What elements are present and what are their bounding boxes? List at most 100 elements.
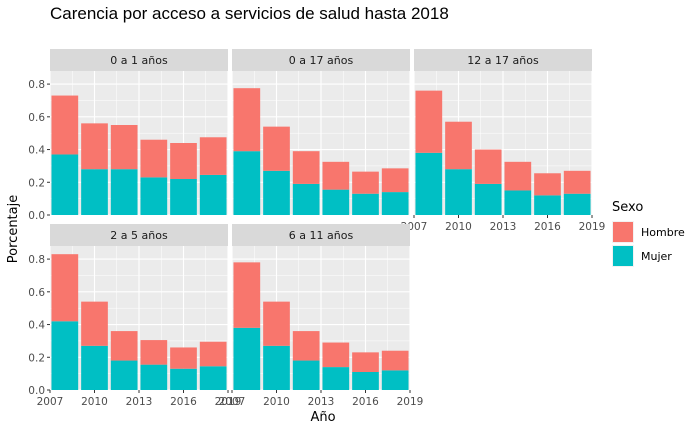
y-tick-label: 0.6 <box>28 287 45 299</box>
bar-hombre <box>352 352 379 372</box>
x-tick-label: 2010 <box>81 396 108 408</box>
facet-panel: 0 a 17 años <box>231 49 411 216</box>
bar-mujer <box>233 327 261 390</box>
bar-mujer <box>51 321 79 390</box>
bar-hombre <box>474 149 502 184</box>
legend: Sexo Hombre Mujer <box>612 200 685 267</box>
x-tick-label: 2016 <box>170 396 197 408</box>
legend-title: Sexo <box>612 200 643 215</box>
x-tick-label: 2019 <box>215 396 242 408</box>
bar-hombre <box>170 143 197 179</box>
y-tick-label: 0.6 <box>28 112 45 124</box>
bar-mujer <box>51 154 79 215</box>
bar-hombre <box>292 331 320 361</box>
facet-strip-label: 12 a 17 años <box>467 54 539 67</box>
bar-hombre <box>352 171 379 194</box>
bar-hombre <box>51 254 79 322</box>
facet-strip <box>50 224 228 246</box>
bar-hombre <box>51 95 79 155</box>
x-tick-label: 2010 <box>263 396 290 408</box>
bar-hombre <box>199 341 227 367</box>
bar-mujer <box>170 368 197 390</box>
bar-hombre <box>140 340 168 365</box>
bar-hombre <box>322 342 350 368</box>
y-tick-label: 0.2 <box>28 352 45 364</box>
y-tick-label: 0.8 <box>28 254 45 266</box>
bar-mujer <box>445 169 472 215</box>
facet-strip-label: 0 a 1 años <box>110 54 168 67</box>
bar-mujer <box>81 345 108 390</box>
y-tick-label: 0.2 <box>28 177 45 189</box>
legend-label: Hombre <box>641 226 685 239</box>
bar-mujer <box>504 190 532 215</box>
bar-mujer <box>381 370 409 390</box>
y-tick-label: 0.0 <box>28 385 45 397</box>
bar-hombre <box>170 347 197 369</box>
x-axis-title: Año <box>310 410 335 425</box>
legend-swatch <box>613 246 633 266</box>
bar-mujer <box>110 360 138 390</box>
x-tick-label: 2013 <box>126 396 153 408</box>
bar-mujer <box>81 169 108 215</box>
bar-hombre <box>110 125 138 170</box>
bar-hombre <box>381 168 409 193</box>
facet-strip-label: 0 a 17 años <box>289 54 354 67</box>
bar-mujer <box>352 193 379 215</box>
bar-mujer <box>292 360 320 390</box>
y-tick-label: 0.4 <box>28 320 45 332</box>
bar-mujer <box>140 177 168 215</box>
facet-strip-label: 6 a 11 años <box>289 229 354 242</box>
bar-hombre <box>292 151 320 184</box>
chart-title: Carencia por acceso a servicios de salud… <box>50 4 449 23</box>
bar-mujer <box>140 364 168 390</box>
x-tick-label: 2019 <box>579 221 606 233</box>
legend-swatch <box>613 222 633 242</box>
bar-mujer <box>199 174 227 215</box>
bar-hombre <box>233 88 261 152</box>
bar-mujer <box>322 367 350 390</box>
bar-hombre <box>534 173 561 196</box>
bar-hombre <box>81 301 108 346</box>
facet-strip <box>414 49 592 71</box>
bar-mujer <box>292 183 320 215</box>
x-tick-label: 2007 <box>219 396 246 408</box>
bar-hombre <box>110 331 138 361</box>
x-tick-label: 2007 <box>37 396 64 408</box>
x-tick-label: 2010 <box>445 221 472 233</box>
bar-hombre <box>199 137 227 175</box>
bar-hombre <box>381 350 409 371</box>
bar-hombre <box>322 161 350 190</box>
bar-mujer <box>563 193 591 215</box>
bar-mujer <box>263 345 290 390</box>
bar-mujer <box>474 183 502 215</box>
bar-mujer <box>263 170 290 215</box>
y-tick-label: 0.8 <box>28 79 45 91</box>
facet-panel: 6 a 11 años 2007 2010 2013 2016 2019 <box>219 224 423 408</box>
bar-hombre <box>81 123 108 170</box>
y-tick-label: 0.4 <box>28 145 45 157</box>
facet-strip <box>50 49 228 71</box>
x-tick-label: 2016 <box>534 221 561 233</box>
bar-hombre <box>140 139 168 178</box>
bar-hombre <box>263 301 290 346</box>
legend-label: Mujer <box>641 250 672 263</box>
facet-strip-label: 2 a 5 años <box>110 229 168 242</box>
bar-hombre <box>263 126 290 171</box>
bar-mujer <box>322 189 350 215</box>
facet-panel: 0 a 1 años 0.0 0.2 0.4 0.6 0.8 <box>28 49 229 222</box>
bar-hombre <box>504 161 532 191</box>
x-tick-label: 2016 <box>352 396 379 408</box>
bar-hombre <box>415 90 443 153</box>
bar-hombre <box>445 121 472 170</box>
bar-mujer <box>170 179 197 215</box>
facet-strip <box>232 224 410 246</box>
y-axis-title: Porcentaje <box>6 195 21 263</box>
bar-mujer <box>199 366 227 390</box>
facet-strip <box>232 49 410 71</box>
bar-mujer <box>381 192 409 215</box>
bar-hombre <box>233 262 261 328</box>
bar-mujer <box>352 372 379 390</box>
facet-panel: 2 a 5 años 0.0 0.2 0.4 0.6 0.8 2007 2010 2013 201… <box>28 224 241 408</box>
